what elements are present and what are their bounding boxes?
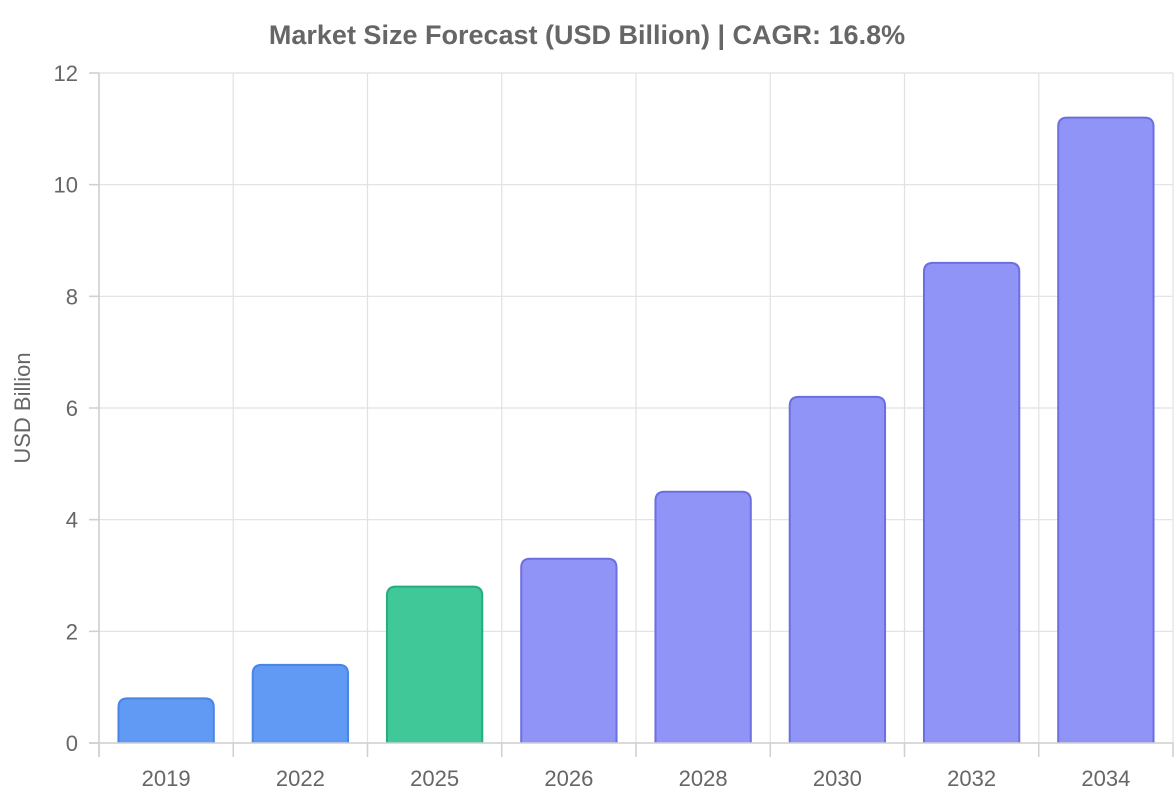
x-tick-labels: 2019 2022 2025 2026 2028 2030 2032 2034 [142, 766, 1131, 791]
bar-2032[interactable] [922, 261, 1021, 743]
bars [117, 116, 1155, 743]
y-tick-label: 2 [66, 619, 78, 644]
bar-2025[interactable] [385, 585, 484, 743]
x-tick-label: 2025 [410, 766, 459, 791]
axes [89, 72, 1174, 757]
y-tick-label: 12 [54, 61, 78, 86]
y-tick-label: 8 [66, 284, 78, 309]
y-tick-label: 0 [66, 731, 78, 756]
bar-2034[interactable] [1057, 116, 1155, 743]
bar-2030[interactable] [788, 395, 887, 743]
y-tick-label: 10 [54, 173, 78, 198]
y-tick-label: 6 [66, 396, 78, 421]
x-tick-label: 2028 [679, 766, 728, 791]
bar-2026[interactable] [520, 557, 618, 743]
grid [98, 72, 1174, 744]
x-tick-label: 2032 [947, 766, 996, 791]
bar-2019[interactable] [117, 697, 215, 743]
x-tick-label: 2022 [276, 766, 325, 791]
bar-2028[interactable] [654, 490, 752, 743]
x-tick-label: 2019 [142, 766, 191, 791]
x-tick-label: 2034 [1081, 766, 1130, 791]
y-tick-label: 4 [66, 508, 78, 533]
y-tick-labels: 0 2 4 6 8 10 12 [54, 61, 78, 756]
chart-title: Market Size Forecast (USD Billion) | CAG… [269, 20, 905, 50]
bar-2022[interactable] [251, 663, 350, 743]
x-tick-label: 2030 [813, 766, 862, 791]
y-axis-title: USD Billion [10, 352, 35, 463]
x-tick-label: 2026 [544, 766, 593, 791]
